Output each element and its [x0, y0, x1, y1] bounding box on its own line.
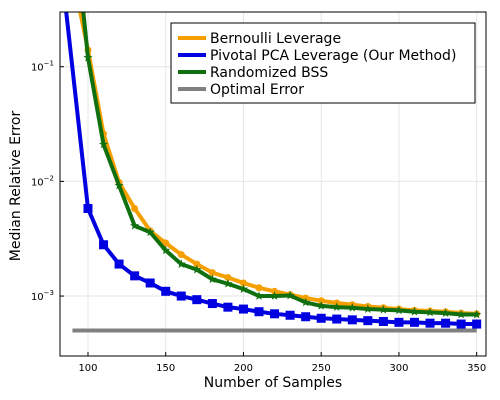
data-point: [317, 297, 325, 305]
x-tick-label: 300: [389, 363, 408, 374]
data-point: [131, 205, 139, 213]
data-point: [301, 297, 311, 307]
data-point: [176, 259, 186, 268]
data-point: [207, 299, 217, 309]
data-point: [269, 291, 280, 300]
data-point: [130, 271, 140, 281]
data-point: [161, 286, 171, 296]
data-point: [224, 274, 232, 282]
data-point: [176, 291, 186, 301]
data-point: [130, 220, 140, 230]
series-1: [64, 12, 482, 329]
data-point: [177, 251, 185, 259]
data-point: [332, 314, 342, 324]
data-point: [254, 291, 264, 300]
x-tick-label: 100: [78, 363, 97, 374]
data-point: [378, 316, 388, 326]
series-layer: [64, 12, 482, 329]
data-point: [114, 259, 124, 269]
data-point: [255, 284, 263, 292]
data-point: [192, 264, 202, 274]
data-point: [208, 269, 216, 277]
legend: Bernoulli Leverage Pivotal PCA Leverage …: [170, 22, 476, 104]
data-point: [238, 284, 249, 293]
data-point: [472, 319, 482, 329]
legend-entry-bss: Randomized BSS: [178, 65, 328, 81]
data-point: [238, 304, 248, 314]
data-point: [363, 304, 373, 313]
data-point: [145, 227, 155, 237]
data-point: [347, 315, 357, 325]
data-point: [98, 139, 109, 149]
data-point: [456, 309, 466, 319]
data-point: [285, 290, 295, 300]
data-point: [316, 301, 326, 310]
data-point: [223, 278, 233, 288]
data-point: [394, 305, 404, 315]
legend-entry-bernoulli: Bernoulli Leverage: [178, 31, 341, 47]
y-tick-label: 10−3: [31, 289, 54, 303]
data-point: [145, 278, 155, 288]
data-point: [472, 309, 482, 319]
data-point: [239, 279, 247, 287]
data-point: [193, 260, 201, 268]
data-point: [394, 317, 404, 327]
legend-label-optimal: Optimal Error: [210, 82, 304, 98]
data-point: [425, 307, 435, 317]
legend-label-bss: Randomized BSS: [210, 65, 328, 81]
data-point: [441, 318, 451, 328]
series-2: [81, 12, 482, 319]
data-point: [456, 319, 466, 329]
ticks: 100 150 200 250 300 350 10−3 10−2 10−1: [31, 60, 486, 374]
data-point: [270, 309, 280, 319]
data-point: [99, 240, 109, 250]
x-tick-label: 200: [234, 363, 253, 374]
legend-entry-pivotal: Pivotal PCA Leverage (Our Method): [178, 48, 456, 64]
data-point: [409, 317, 419, 327]
x-tick-label: 350: [467, 363, 486, 374]
legend-box: [170, 22, 476, 104]
data-point: [223, 302, 233, 312]
y-tick-label: 10−1: [31, 60, 54, 74]
data-point: [83, 204, 93, 214]
data-point: [425, 318, 435, 328]
data-point: [409, 306, 420, 316]
plot-frame: [59, 11, 487, 357]
y-tick-label: 10−2: [31, 174, 54, 188]
data-point: [83, 52, 93, 62]
x-axis-label: Number of Samples: [204, 375, 342, 391]
data-point: [363, 316, 373, 326]
data-point: [301, 312, 311, 322]
data-point: [347, 302, 357, 312]
data-point: [285, 310, 295, 320]
data-point: [114, 180, 124, 190]
data-point: [316, 313, 326, 323]
x-tick-label: 150: [156, 363, 175, 374]
data-point: [378, 304, 388, 314]
data-point: [161, 245, 171, 255]
legend-label-pivotal: Pivotal PCA Leverage (Our Method): [210, 48, 456, 64]
legend-label-bernoulli: Bernoulli Leverage: [210, 31, 341, 47]
data-point: [192, 295, 202, 305]
data-point: [332, 302, 342, 312]
legend-entry-optimal: Optimal Error: [178, 82, 304, 98]
data-point: [207, 274, 217, 284]
data-point: [441, 308, 451, 317]
y-axis-label: Median Relative Error: [8, 111, 24, 262]
data-point: [254, 307, 264, 317]
x-tick-label: 250: [312, 363, 331, 374]
data-point: [162, 239, 170, 247]
